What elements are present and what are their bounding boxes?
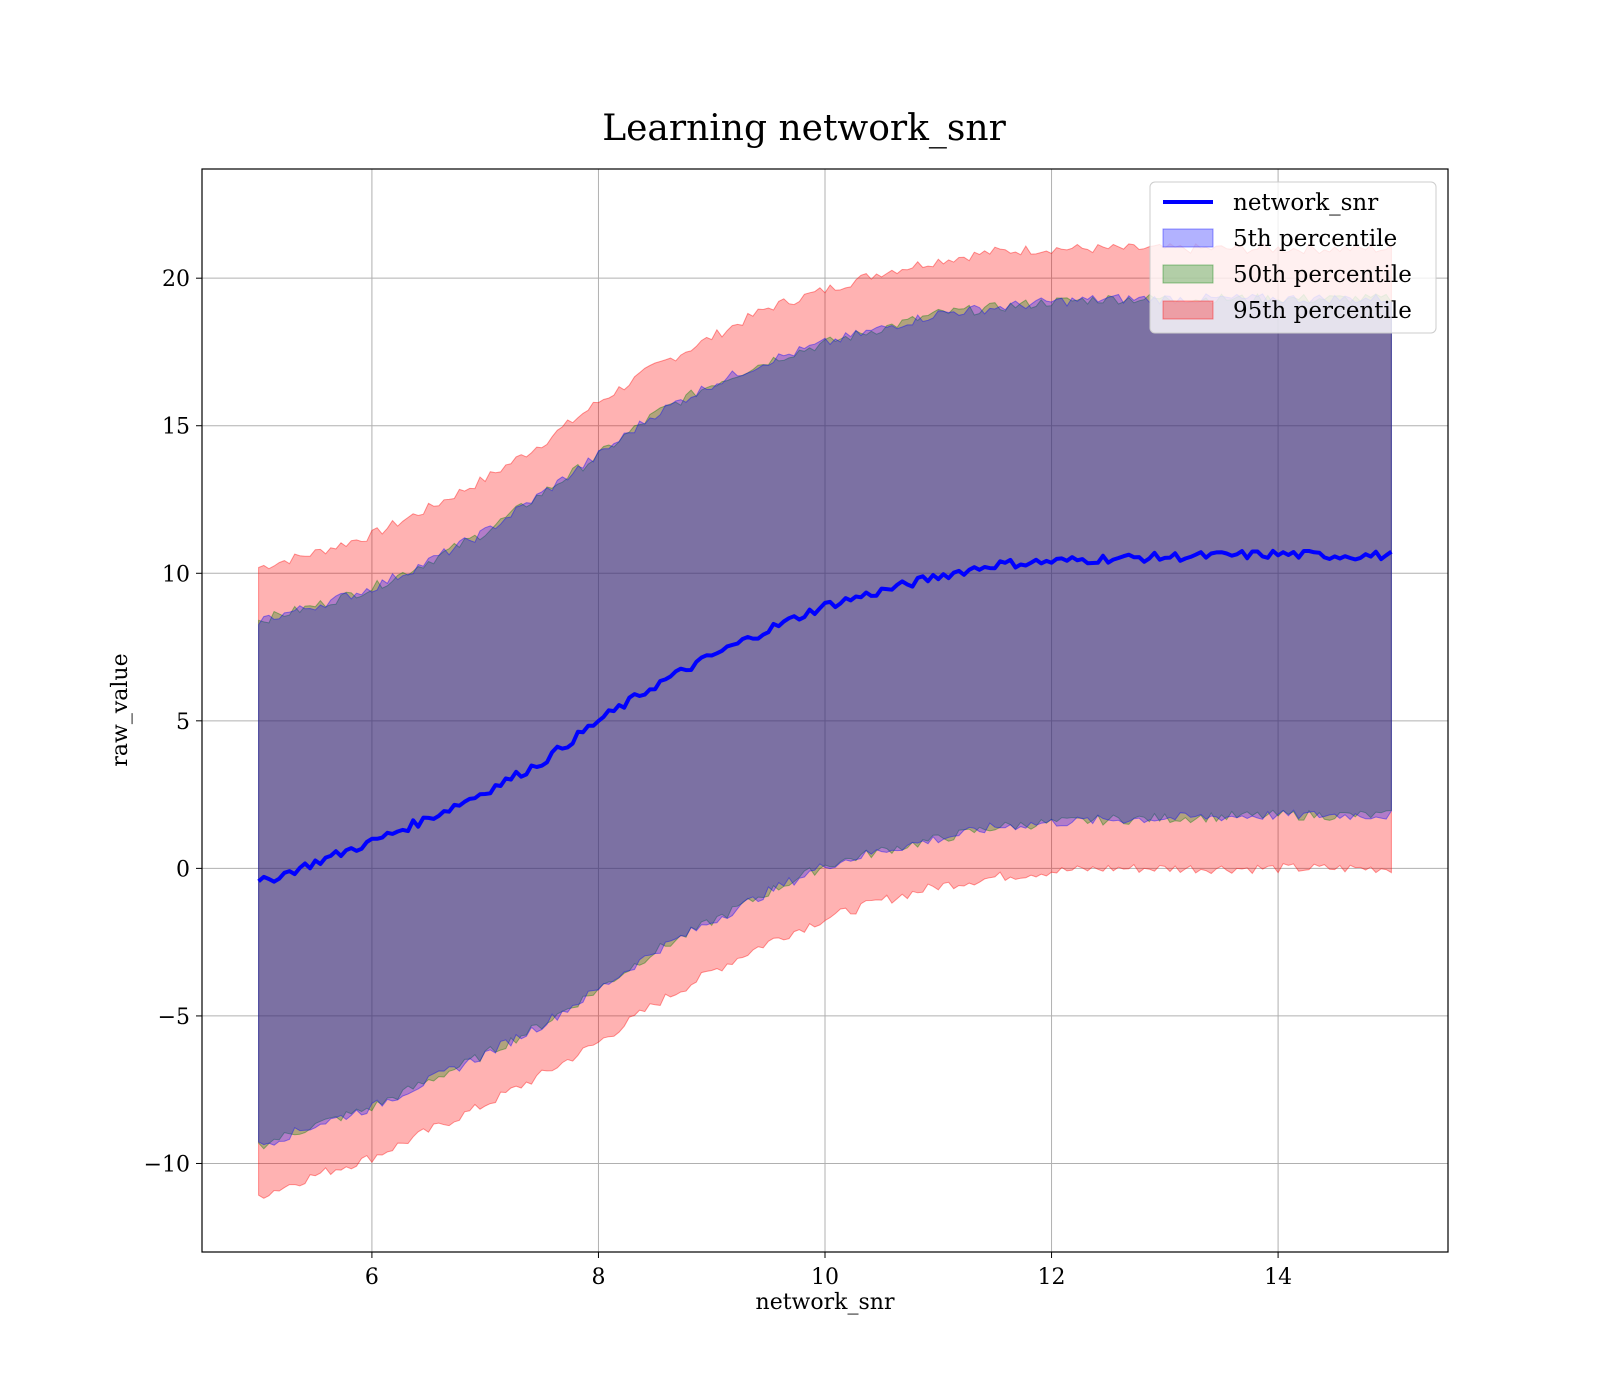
y-tick-label-4: 10 bbox=[162, 562, 190, 587]
band-50th-percentile bbox=[258, 293, 1392, 1150]
y-axis-ticks: −10 −5 0 5 10 15 20 bbox=[144, 267, 202, 1177]
x-tick-label-4: 14 bbox=[1264, 1265, 1292, 1290]
x-tick-label-1: 8 bbox=[591, 1265, 605, 1290]
legend: network_snr 5th percentile 50th percentile… bbox=[1149, 181, 1437, 334]
y-tick-label-3: 5 bbox=[176, 710, 190, 735]
y-tick-label-2: 0 bbox=[176, 857, 190, 882]
legend-frame bbox=[1149, 181, 1437, 334]
y-tick-label-6: 20 bbox=[162, 267, 190, 292]
grid bbox=[202, 169, 1448, 1252]
legend-label-50th-percentile: 50th percentile bbox=[1233, 262, 1412, 288]
legend-label-95th-percentile: 95th percentile bbox=[1233, 298, 1412, 324]
y-tick-label-0: −10 bbox=[144, 1152, 190, 1177]
x-tick-label-3: 12 bbox=[1038, 1265, 1066, 1290]
x-tick-label-2: 10 bbox=[811, 1265, 839, 1290]
y-axis-label: raw_value bbox=[108, 653, 133, 766]
series-lines bbox=[257, 548, 1393, 884]
y-tick-label-5: 15 bbox=[162, 415, 190, 440]
legend-swatch-50th-percentile bbox=[1162, 264, 1214, 284]
legend-label-5th-percentile: 5th percentile bbox=[1233, 226, 1397, 252]
y-tick-label-1: −5 bbox=[158, 1005, 190, 1030]
line-network-snr bbox=[257, 548, 1393, 884]
legend-swatch-5th-percentile bbox=[1162, 228, 1214, 248]
x-axis-ticks: 6 8 10 12 14 bbox=[365, 1252, 1292, 1290]
band-5th-percentile bbox=[258, 293, 1392, 1146]
band-95th-percentile bbox=[258, 242, 1392, 1199]
percentile-bands bbox=[258, 242, 1392, 1199]
legend-label-network-snr: network_snr bbox=[1233, 190, 1378, 216]
chart-title: Learning network_snr bbox=[602, 108, 1006, 149]
x-axis-label: network_snr bbox=[756, 1290, 895, 1315]
legend-swatch-95th-percentile bbox=[1162, 300, 1214, 320]
x-tick-label-0: 6 bbox=[365, 1265, 379, 1290]
